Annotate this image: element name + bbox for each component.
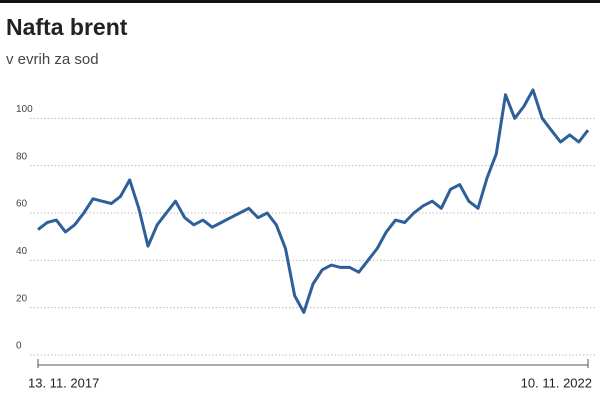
- y-tick-label: 100: [16, 104, 33, 115]
- y-tick-label: 60: [16, 199, 28, 210]
- x-tick-label: 10. 11. 2022: [521, 375, 592, 390]
- x-tick-label: 13. 11. 2017: [28, 375, 99, 390]
- y-tick-label: 40: [16, 246, 28, 257]
- y-tick-label: 0: [16, 341, 22, 352]
- chart-title: Nafta brent: [6, 14, 128, 40]
- y-tick-label: 20: [16, 293, 28, 304]
- chart-subtitle: v evrih za sod: [6, 51, 99, 68]
- top-rule: [0, 0, 600, 3]
- y-tick-label: 80: [16, 151, 28, 162]
- price-line: [37, 88, 590, 314]
